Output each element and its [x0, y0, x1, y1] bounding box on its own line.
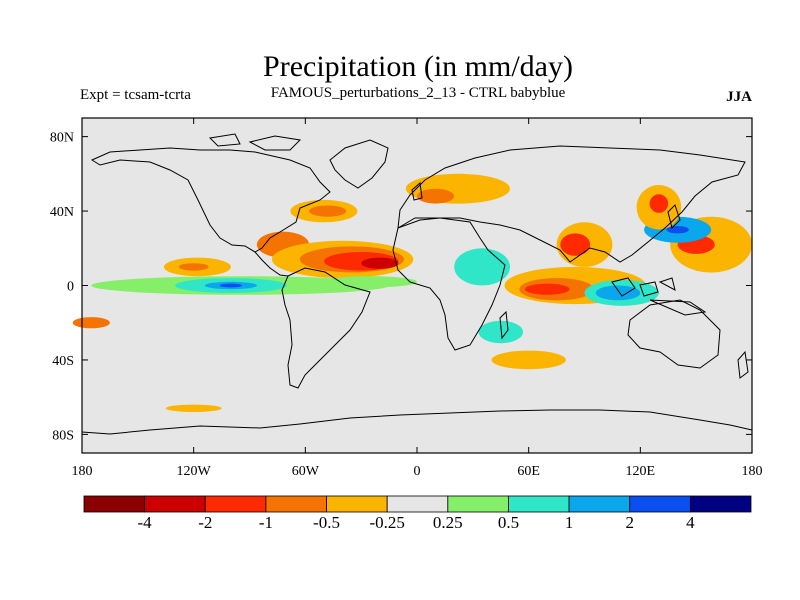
colorbar-box-2 [204, 495, 267, 513]
colorbar-label-0: -4 [138, 513, 153, 532]
anomaly-region-19 [525, 283, 570, 295]
anomaly-region-30 [478, 320, 524, 344]
season-label: JJA [726, 89, 752, 105]
colorbar-label-8: 2 [625, 513, 634, 532]
map-panel: 180 120W 60W 0 60E 120E 180 80N 40N 0 40S 80S [50, 117, 763, 479]
colorbar-label-6: 0.5 [498, 513, 519, 532]
anomaly-region-33 [165, 404, 222, 412]
x-axis: 180 120W 60W 0 60E 120E 180 [72, 118, 763, 479]
colorbar-label-1: -2 [198, 513, 212, 532]
anomaly-region-6 [309, 205, 347, 217]
y-tick-label-0: 80N [50, 131, 74, 146]
colorbar-label-9: 4 [686, 513, 695, 532]
colorbar-box-8 [568, 495, 631, 513]
experiment-label: Expt = tcsam-tcrta [80, 87, 191, 103]
x-tick-label-0: 180 [72, 464, 93, 479]
anomaly-region-8 [178, 263, 209, 271]
anomaly-region-16 [417, 188, 455, 204]
colorbar-label-7: 1 [565, 513, 574, 532]
y-tick-label-1: 40N [50, 205, 74, 220]
x-tick-label-6: 180 [742, 464, 763, 479]
colorbar-box-4 [326, 495, 388, 513]
colorbar-label-5: 0.25 [433, 513, 463, 532]
anomaly-region-27 [666, 226, 689, 234]
anomaly-region-12 [219, 283, 243, 288]
anomaly-region-29 [649, 194, 669, 213]
x-tick-label-4: 60E [517, 464, 540, 479]
coastlines [81, 133, 753, 435]
experiment-description: FAMOUS_perturbations_2_13 - CTRL babyblu… [271, 85, 566, 101]
colorbar-label-3: -0.5 [313, 513, 340, 532]
anomaly-contours [72, 173, 752, 412]
y-tick-label-3: 40S [52, 354, 74, 369]
x-tick-label-1: 120W [177, 464, 212, 479]
chart-title: Precipitation (in mm/day) [263, 50, 573, 83]
anomaly-region-31 [491, 350, 566, 370]
colorbar-label-4: -0.25 [369, 513, 404, 532]
y-tick-label-4: 80S [52, 428, 74, 443]
colorbar-box-6 [447, 495, 509, 513]
x-tick-label-5: 120E [626, 464, 656, 479]
anomaly-region-4 [361, 257, 399, 269]
x-tick-label-3: 0 [414, 464, 421, 479]
colorbar-box-5 [386, 495, 449, 513]
colorbar-box-0 [83, 495, 146, 513]
anomaly-region-32 [72, 317, 110, 329]
colorbar-box-9 [629, 495, 691, 513]
colorbar-label-2: -1 [259, 513, 273, 532]
anomaly-region-13 [324, 276, 417, 288]
colorbar: -4 -2 -1 -0.5 -0.25 0.25 0.5 1 2 4 [83, 495, 752, 532]
colorbar-box-7 [508, 495, 570, 513]
colorbar-box-3 [265, 495, 327, 513]
colorbar-box-1 [144, 495, 206, 513]
y-tick-label-2: 0 [67, 280, 74, 295]
anomaly-region-21 [595, 285, 641, 301]
y-axis: 80N 40N 0 40S 80S [50, 131, 752, 443]
anomaly-region-23 [560, 233, 591, 256]
colorbar-box-10 [689, 495, 752, 513]
x-tick-label-2: 60W [292, 464, 320, 479]
